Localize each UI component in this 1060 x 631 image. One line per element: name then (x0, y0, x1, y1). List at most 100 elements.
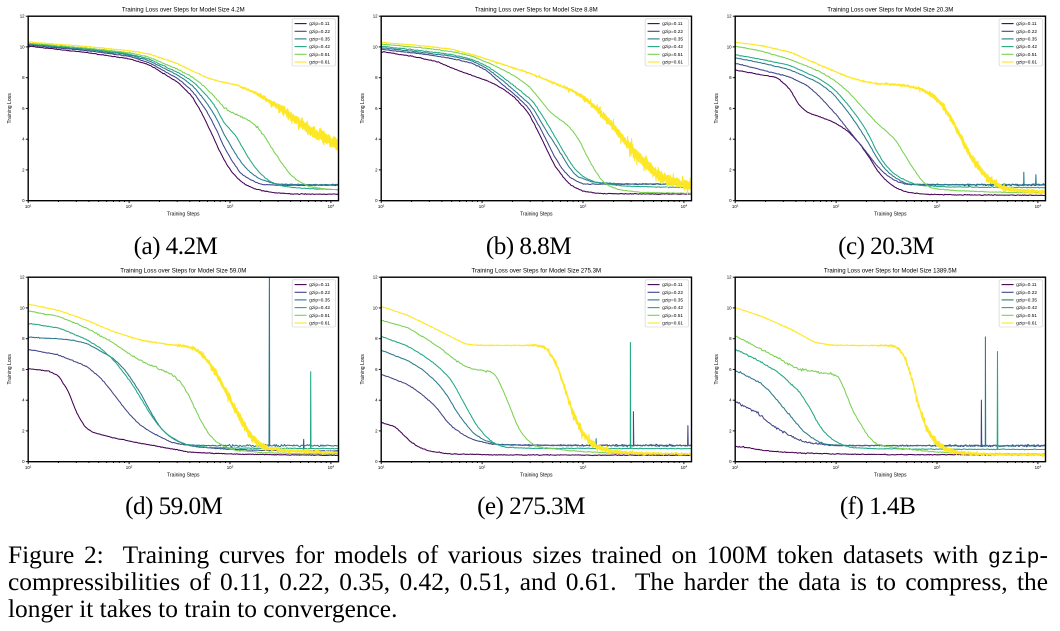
svg-text:8: 8 (22, 336, 25, 341)
svg-text:2: 2 (22, 428, 25, 433)
svg-text:Training Loss: Training Loss (714, 354, 720, 385)
svg-text:gzip=0.61: gzip=0.61 (1016, 60, 1037, 66)
svg-text:gzip=0.11: gzip=0.11 (309, 21, 330, 27)
svg-text:gzip=0.11: gzip=0.11 (663, 282, 684, 288)
svg-text:104: 104 (328, 464, 335, 470)
svg-text:4: 4 (375, 398, 378, 403)
svg-text:0: 0 (729, 459, 732, 464)
svg-text:6: 6 (375, 106, 378, 111)
svg-text:8: 8 (729, 75, 732, 80)
svg-text:12: 12 (373, 14, 378, 19)
svg-text:gzip=0.22: gzip=0.22 (1016, 290, 1037, 296)
svg-text:Training Loss over Steps for M: Training Loss over Steps for Model Size … (827, 7, 953, 14)
svg-text:gzip=0.11: gzip=0.11 (1016, 282, 1037, 288)
svg-text:Training Loss over Steps for M: Training Loss over Steps for Model Size … (824, 268, 957, 275)
svg-text:12: 12 (20, 275, 25, 280)
svg-text:4: 4 (375, 137, 378, 142)
svg-text:6: 6 (22, 106, 25, 111)
svg-text:Training Steps: Training Steps (874, 212, 907, 218)
svg-text:gzip=0.51: gzip=0.51 (1016, 52, 1037, 58)
svg-text:103: 103 (580, 203, 587, 209)
svg-text:gzip=0.22: gzip=0.22 (1016, 29, 1037, 35)
svg-text:Training Steps: Training Steps (874, 473, 907, 479)
svg-text:gzip=0.61: gzip=0.61 (309, 321, 330, 327)
svg-text:gzip=0.51: gzip=0.51 (309, 313, 330, 319)
svg-text:gzip=0.22: gzip=0.22 (309, 29, 330, 35)
svg-text:101: 101 (378, 464, 385, 470)
svg-text:102: 102 (832, 464, 839, 470)
svg-text:gzip=0.51: gzip=0.51 (1016, 313, 1037, 319)
svg-text:gzip=0.22: gzip=0.22 (663, 29, 684, 35)
svg-text:12: 12 (373, 275, 378, 280)
svg-text:104: 104 (1034, 203, 1041, 209)
svg-text:6: 6 (375, 367, 378, 372)
svg-text:103: 103 (227, 464, 234, 470)
svg-text:102: 102 (126, 203, 133, 209)
svg-text:0: 0 (22, 198, 25, 203)
svg-text:gzip=0.61: gzip=0.61 (1016, 321, 1037, 327)
svg-text:Training Loss: Training Loss (361, 354, 367, 385)
svg-text:gzip=0.35: gzip=0.35 (663, 37, 684, 43)
svg-text:gzip=0.42: gzip=0.42 (309, 44, 330, 50)
svg-text:gzip=0.35: gzip=0.35 (309, 37, 330, 43)
svg-text:gzip=0.42: gzip=0.42 (663, 305, 684, 311)
svg-text:gzip=0.11: gzip=0.11 (1016, 21, 1037, 27)
svg-text:102: 102 (479, 464, 486, 470)
svg-text:Training Steps: Training Steps (167, 212, 200, 218)
svg-text:6: 6 (729, 367, 732, 372)
svg-text:4: 4 (22, 398, 25, 403)
svg-text:101: 101 (25, 464, 32, 470)
svg-text:0: 0 (22, 459, 25, 464)
svg-text:Training Steps: Training Steps (520, 212, 553, 218)
svg-text:gzip=0.42: gzip=0.42 (1016, 44, 1037, 50)
svg-text:10: 10 (726, 305, 731, 310)
svg-text:101: 101 (732, 464, 739, 470)
svg-text:Training Steps: Training Steps (520, 473, 553, 479)
svg-text:Training Loss: Training Loss (361, 93, 367, 124)
svg-text:12: 12 (726, 275, 731, 280)
svg-text:4: 4 (729, 398, 732, 403)
svg-text:0: 0 (729, 198, 732, 203)
svg-text:104: 104 (681, 203, 688, 209)
svg-text:Training Loss: Training Loss (7, 354, 13, 385)
svg-text:104: 104 (1034, 464, 1041, 470)
svg-text:2: 2 (375, 167, 378, 172)
svg-text:4: 4 (729, 137, 732, 142)
svg-text:gzip=0.35: gzip=0.35 (663, 298, 684, 304)
svg-text:8: 8 (375, 75, 378, 80)
svg-text:gzip=0.35: gzip=0.35 (309, 298, 330, 304)
svg-text:Training Loss: Training Loss (714, 93, 720, 124)
svg-text:Training Loss over Steps for M: Training Loss over Steps for Model Size … (122, 7, 245, 14)
svg-text:gzip=0.35: gzip=0.35 (1016, 37, 1037, 43)
svg-text:gzip=0.51: gzip=0.51 (663, 313, 684, 319)
svg-text:8: 8 (729, 336, 732, 341)
svg-text:gzip=0.61: gzip=0.61 (309, 60, 330, 66)
svg-text:10: 10 (726, 44, 731, 49)
svg-text:101: 101 (732, 203, 739, 209)
svg-text:101: 101 (378, 203, 385, 209)
svg-text:104: 104 (681, 464, 688, 470)
svg-text:103: 103 (933, 203, 940, 209)
svg-text:102: 102 (479, 203, 486, 209)
svg-text:Training Loss: Training Loss (7, 93, 13, 124)
svg-text:10: 10 (373, 44, 378, 49)
svg-text:102: 102 (832, 203, 839, 209)
svg-text:gzip=0.42: gzip=0.42 (309, 305, 330, 311)
svg-text:Training Loss over Steps for M: Training Loss over Steps for Model Size … (475, 7, 598, 14)
svg-text:gzip=0.22: gzip=0.22 (309, 290, 330, 296)
svg-text:103: 103 (933, 464, 940, 470)
svg-text:gzip=0.11: gzip=0.11 (663, 21, 684, 27)
svg-text:6: 6 (729, 106, 732, 111)
svg-text:4: 4 (22, 137, 25, 142)
svg-text:2: 2 (729, 428, 732, 433)
svg-text:2: 2 (375, 428, 378, 433)
svg-text:gzip=0.51: gzip=0.51 (309, 52, 330, 58)
svg-text:gzip=0.35: gzip=0.35 (1016, 298, 1037, 304)
svg-text:2: 2 (22, 167, 25, 172)
svg-text:12: 12 (20, 14, 25, 19)
svg-text:101: 101 (25, 203, 32, 209)
svg-text:gzip=0.51: gzip=0.51 (663, 52, 684, 58)
svg-text:6: 6 (22, 367, 25, 372)
svg-text:gzip=0.11: gzip=0.11 (309, 282, 330, 288)
svg-text:gzip=0.42: gzip=0.42 (663, 44, 684, 50)
